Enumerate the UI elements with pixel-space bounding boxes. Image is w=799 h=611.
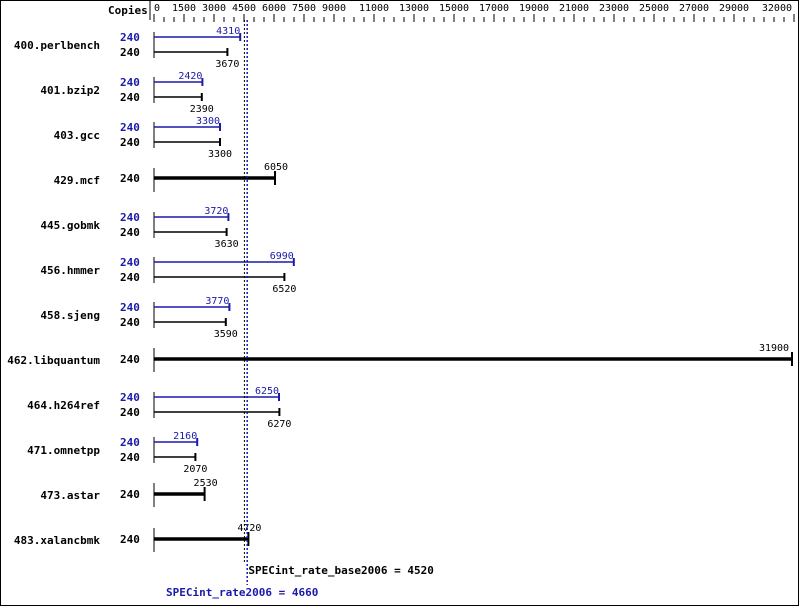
peak-value-label: 3720 xyxy=(204,206,228,217)
copies-peak: 240 xyxy=(120,256,140,269)
axis-tick-label: 17000 xyxy=(479,3,509,14)
axis-tick-label: 6000 xyxy=(262,3,286,14)
peak-value-label: 2420 xyxy=(178,71,202,82)
base-value-label: 2390 xyxy=(190,104,214,115)
copies-base: 240 xyxy=(120,316,140,329)
benchmark-label: 429.mcf xyxy=(54,174,100,187)
base-value-label: 3300 xyxy=(208,149,232,160)
benchmark-label: 445.gobmk xyxy=(40,219,100,232)
base-value-label: 2070 xyxy=(183,464,207,475)
copies-base: 240 xyxy=(120,406,140,419)
copies-base: 240 xyxy=(120,451,140,464)
axis-tick-label: 4500 xyxy=(232,3,256,14)
base-value-label: 4720 xyxy=(237,523,261,534)
base-value-label: 6520 xyxy=(272,284,296,295)
base-value-label: 6270 xyxy=(267,419,291,430)
axis-tick-label: 27000 xyxy=(679,3,709,14)
axis-tick-label: 25000 xyxy=(639,3,669,14)
copies-base: 240 xyxy=(120,46,140,59)
peak-metric-label: SPECint_rate2006 = 4660 xyxy=(166,586,318,599)
axis-tick-label: 32000 xyxy=(762,3,792,14)
copies-peak: 240 xyxy=(120,391,140,404)
copies-base: 240 xyxy=(120,172,140,185)
copies-base: 240 xyxy=(120,91,140,104)
copies-base: 240 xyxy=(120,353,140,366)
copies-peak: 240 xyxy=(120,301,140,314)
peak-value-label: 3300 xyxy=(196,116,220,127)
base-metric-label: SPECint_rate_base2006 = 4520 xyxy=(248,564,433,577)
copies-peak: 240 xyxy=(120,31,140,44)
benchmark-label: 471.omnetpp xyxy=(27,444,100,457)
benchmark-label: 458.sjeng xyxy=(40,309,100,322)
copies-peak: 240 xyxy=(120,121,140,134)
axis-tick-label: 13000 xyxy=(399,3,429,14)
copies-base: 240 xyxy=(120,226,140,239)
axis-tick-label: 23000 xyxy=(599,3,629,14)
benchmark-label: 400.perlbench xyxy=(14,39,100,52)
axis-tick-label: 1500 xyxy=(172,3,196,14)
benchmark-label: 462.libquantum xyxy=(7,354,100,367)
axis-tick-label: 7500 xyxy=(292,3,316,14)
copies-peak: 240 xyxy=(120,211,140,224)
copies-base: 240 xyxy=(120,136,140,149)
axis-tick-label: 3000 xyxy=(202,3,226,14)
copies-base: 240 xyxy=(120,271,140,284)
benchmark-label: 483.xalancbmk xyxy=(14,534,100,547)
peak-value-label: 2160 xyxy=(173,431,197,442)
benchmark-label: 403.gcc xyxy=(54,129,100,142)
copies-peak: 240 xyxy=(120,76,140,89)
base-value-label: 2530 xyxy=(194,478,218,489)
base-value-label: 3590 xyxy=(214,329,238,340)
peak-value-label: 4310 xyxy=(216,26,240,37)
base-value-label: 3670 xyxy=(215,59,239,70)
copies-peak: 240 xyxy=(120,436,140,449)
base-value-label: 3630 xyxy=(215,239,239,250)
peak-value-label: 3770 xyxy=(205,296,229,307)
axis-tick-label: 19000 xyxy=(519,3,549,14)
axis-tick-label: 0 xyxy=(154,3,160,14)
axis-tick-label: 29000 xyxy=(719,3,749,14)
peak-value-label: 6990 xyxy=(270,251,294,262)
base-value-label: 6050 xyxy=(264,162,288,173)
axis-tick-label: 9000 xyxy=(322,3,346,14)
axis-tick-label: 21000 xyxy=(559,3,589,14)
peak-value-label: 6250 xyxy=(255,386,279,397)
axis-tick-label: 11000 xyxy=(359,3,389,14)
header-copies-label: Copies xyxy=(108,4,148,17)
benchmark-label: 464.h264ref xyxy=(27,399,100,412)
copies-base: 240 xyxy=(120,488,140,501)
benchmark-label: 456.hmmer xyxy=(40,264,100,277)
base-value-label: 31900 xyxy=(759,343,789,354)
benchmark-label: 473.astar xyxy=(40,489,100,502)
benchmark-label: 401.bzip2 xyxy=(40,84,100,97)
axis-tick-label: 15000 xyxy=(439,3,469,14)
copies-base: 240 xyxy=(120,533,140,546)
